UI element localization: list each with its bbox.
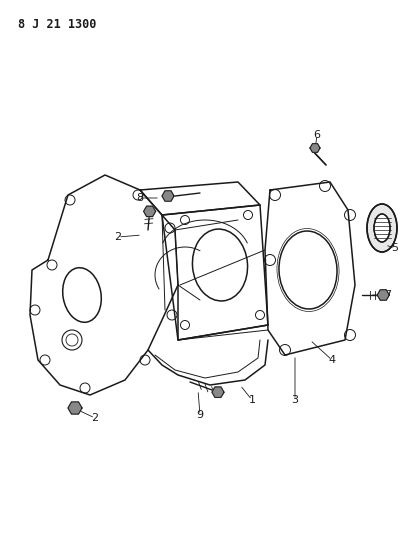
Polygon shape (162, 191, 174, 201)
Polygon shape (310, 144, 320, 152)
Polygon shape (68, 402, 82, 414)
Text: 7: 7 (384, 290, 391, 300)
Text: 4: 4 (328, 355, 335, 365)
Text: 8: 8 (137, 193, 144, 203)
Ellipse shape (367, 204, 397, 252)
Ellipse shape (374, 214, 390, 242)
Text: 6: 6 (314, 130, 321, 140)
Text: 3: 3 (292, 395, 299, 405)
Text: 2: 2 (115, 232, 121, 242)
Text: 8 J 21 1300: 8 J 21 1300 (18, 18, 97, 31)
Polygon shape (377, 290, 389, 300)
Text: 9: 9 (196, 410, 204, 420)
Polygon shape (144, 206, 156, 216)
Text: 1: 1 (249, 395, 256, 405)
Text: 5: 5 (391, 243, 398, 253)
Polygon shape (212, 387, 224, 398)
Text: 2: 2 (92, 413, 99, 423)
